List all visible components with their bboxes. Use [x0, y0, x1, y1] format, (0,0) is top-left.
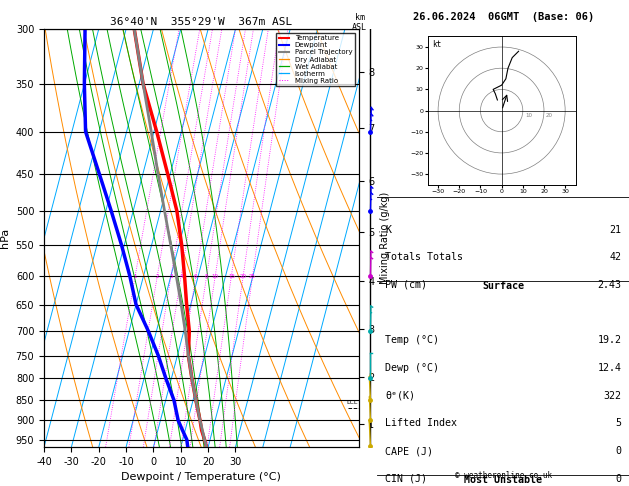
- Text: Dewp (°C): Dewp (°C): [385, 363, 439, 373]
- Text: 4: 4: [179, 274, 183, 278]
- Text: 12.4: 12.4: [598, 363, 621, 373]
- Text: Totals Totals: Totals Totals: [385, 252, 463, 262]
- Text: PW (cm): PW (cm): [385, 280, 427, 290]
- Text: 20: 20: [240, 274, 247, 278]
- Text: 20: 20: [546, 113, 553, 118]
- Text: 19.2: 19.2: [598, 335, 621, 346]
- Text: θᵉ(K): θᵉ(K): [385, 391, 415, 401]
- Text: 26.06.2024  06GMT  (Base: 06): 26.06.2024 06GMT (Base: 06): [413, 12, 594, 22]
- Text: 2.43: 2.43: [598, 280, 621, 290]
- Text: 0: 0: [615, 474, 621, 484]
- Text: kt: kt: [431, 40, 441, 49]
- Text: 1: 1: [133, 274, 137, 278]
- Text: 21: 21: [610, 225, 621, 235]
- Text: Most Unstable: Most Unstable: [464, 475, 542, 485]
- Text: 6: 6: [194, 274, 198, 278]
- Text: Temp (°C): Temp (°C): [385, 335, 439, 346]
- Text: 10: 10: [212, 274, 219, 278]
- Text: Surface: Surface: [482, 281, 524, 291]
- Text: CAPE (J): CAPE (J): [385, 446, 433, 456]
- Y-axis label: Mixing Ratio (g/kg): Mixing Ratio (g/kg): [380, 192, 390, 284]
- Text: 15: 15: [228, 274, 235, 278]
- Text: © weatheronline.co.uk: © weatheronline.co.uk: [455, 471, 552, 480]
- Text: 322: 322: [603, 391, 621, 401]
- Text: km: km: [355, 13, 365, 22]
- Legend: Temperature, Dewpoint, Parcel Trajectory, Dry Adiabat, Wet Adiabat, Isotherm, Mi: Temperature, Dewpoint, Parcel Trajectory…: [276, 33, 355, 87]
- Text: 3: 3: [169, 274, 173, 278]
- Text: K: K: [385, 225, 391, 235]
- Text: 2: 2: [155, 274, 159, 278]
- Text: ASL: ASL: [352, 22, 367, 32]
- Y-axis label: hPa: hPa: [0, 228, 10, 248]
- Title: 36°40'N  355°29'W  367m ASL: 36°40'N 355°29'W 367m ASL: [110, 17, 292, 27]
- X-axis label: Dewpoint / Temperature (°C): Dewpoint / Temperature (°C): [121, 472, 281, 483]
- Text: 5: 5: [615, 418, 621, 429]
- Text: 10: 10: [525, 113, 532, 118]
- Text: LCL: LCL: [347, 400, 358, 405]
- Text: 8: 8: [205, 274, 208, 278]
- Text: 0: 0: [615, 446, 621, 456]
- Text: CIN (J): CIN (J): [385, 474, 427, 484]
- Text: 25: 25: [249, 274, 256, 278]
- Text: Lifted Index: Lifted Index: [385, 418, 457, 429]
- Text: 42: 42: [610, 252, 621, 262]
